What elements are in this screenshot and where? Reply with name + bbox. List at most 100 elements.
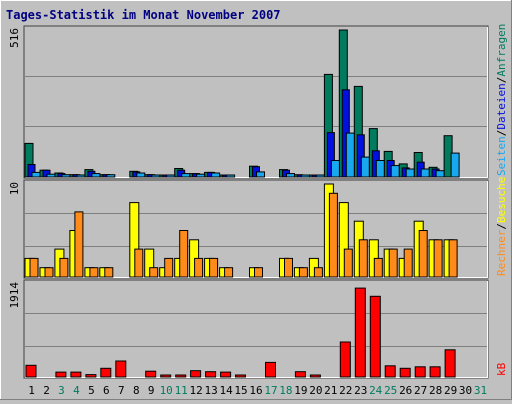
bar-rechner-day-2 [44,267,54,278]
bar-kb-day-22 [339,341,351,378]
x-tick-label-day-18: 18 [279,384,292,397]
series-kb [25,287,456,378]
series-rechner [29,192,458,278]
bar-seiten-day-27 [420,168,430,178]
legend-dateien: Dateien [495,83,508,129]
bar-kb-day-24 [369,295,381,378]
x-tick-label-day-14: 14 [219,384,233,397]
x-tick-label-day-2: 2 [43,384,50,397]
bar-rechner-day-20 [313,267,323,278]
bar-rechner-day-11 [179,230,189,278]
bar-seiten-day-20 [315,174,325,178]
bar-kb-day-13 [205,371,217,378]
bar-rechner-day-22 [343,248,353,278]
bar-seiten-day-22 [345,132,355,178]
bar-seiten-day-9 [151,174,161,178]
x-tick-label-day-31: 31 [474,384,487,397]
bar-seiten-day-10 [166,174,176,178]
x-tick-label-day-29: 29 [444,384,457,397]
legend-rechner: Rechner [495,229,508,276]
x-tick-label-day-19: 19 [294,384,307,397]
x-tick-label-day-17: 17 [264,384,277,397]
x-tick-label-day-24: 24 [369,384,383,397]
bar-seiten-day-25 [390,165,400,178]
panel-bottom: 1914 [8,279,489,379]
x-tick-label-day-9: 9 [148,384,155,397]
x-tick-label-day-1: 1 [28,384,35,397]
bar-rechner-day-9 [149,267,159,278]
panel-frame [23,279,489,379]
bar-kb-day-6 [100,367,112,378]
bar-rechner-day-24 [373,257,383,278]
bar-rechner-day-12 [194,257,204,278]
legend-besuche: Besuche [495,177,508,223]
bar-rechner-day-28 [433,239,443,278]
x-tick-label-day-25: 25 [384,384,397,397]
bar-kb-day-9 [145,370,157,378]
legend-bottom-panel: kB [495,362,508,376]
bar-kb-day-17 [265,361,276,378]
bar-rechner-day-5 [89,267,99,278]
x-tick-label-day-22: 22 [339,384,352,397]
bar-kb-day-25 [384,365,396,378]
x-axis-day-labels: 1 2 3 4 5 6 7 8 9 10 11 12 13 14 15 16 17 18 19 20 21 22 23 24 2… [28,384,487,397]
bar-kb-day-14 [220,371,232,378]
bar-rechner-day-4 [74,211,84,278]
chart-panels: 516 10 1914 [8,25,489,379]
legend-anfragen: Anfragen [495,24,508,77]
x-tick-label-day-13: 13 [204,384,217,397]
bar-rechner-day-25 [388,248,398,278]
bar-kb-day-12 [190,370,202,378]
bar-kb-day-20 [309,374,321,378]
bar-rechner-day-26 [403,248,413,278]
bar-kb-day-11 [175,374,187,378]
bar-seiten-day-11 [181,173,191,178]
bar-rechner-day-3 [59,257,69,278]
bar-seiten-day-18 [286,173,295,178]
legend-separator: / [495,77,508,84]
bar-kb-day-23 [354,287,366,378]
bar-seiten-day-28 [435,170,445,178]
bar-kb-day-5 [85,374,97,378]
bar-seiten-day-3 [61,174,71,178]
bar-kb-day-4 [70,371,82,378]
x-tick-label-day-16: 16 [249,384,262,397]
x-tick-label-day-23: 23 [354,384,367,397]
bar-seiten-day-2 [46,173,56,178]
bar-seiten-day-24 [375,160,385,178]
bar-seiten-day-5 [91,173,101,178]
legend-middle-panel: Rechner/Besuche [495,177,508,276]
bar-rechner-day-23 [358,239,368,278]
bar-kb-day-27 [414,366,426,378]
x-tick-label-day-11: 11 [175,384,188,397]
bar-kb-day-7 [115,360,127,378]
x-tick-label-day-21: 21 [324,384,337,397]
bar-kb-day-10 [160,374,172,378]
chart-title: Tages-Statistik im Monat November 2007 [6,8,281,22]
bar-seiten-day-4 [76,174,86,178]
x-tick-label-day-15: 15 [234,384,247,397]
panel-top: 516 [8,25,489,179]
x-tick-label-day-27: 27 [414,384,427,397]
x-tick-label-day-12: 12 [189,384,202,397]
bar-kb-day-26 [399,367,411,378]
bar-kb-day-1 [25,364,37,378]
x-tick-label-day-30: 30 [459,384,472,397]
bar-seiten-day-16 [256,171,265,178]
bar-kb-day-19 [294,371,306,378]
x-tick-label-day-20: 20 [309,384,322,397]
bar-seiten-day-13 [211,172,221,178]
panel-frame [23,25,489,179]
x-tick-label-day-5: 5 [88,384,95,397]
bar-seiten-day-8 [136,172,146,178]
bar-rechner-day-19 [298,267,308,278]
y-axis-max-label: 516 [8,28,21,48]
bar-rechner-day-18 [284,257,293,278]
bar-seiten-day-19 [300,174,310,178]
legend-seiten: Seiten [495,136,508,176]
bar-seiten-day-1 [31,171,41,178]
bar-kb-day-28 [429,366,441,378]
bar-seiten-day-14 [226,174,236,178]
